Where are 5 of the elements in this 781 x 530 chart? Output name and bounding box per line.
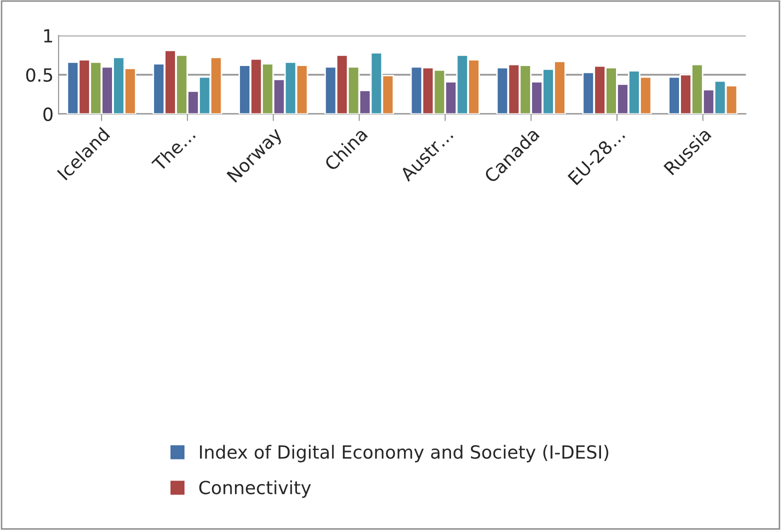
y-tick-label: 0 [43, 107, 53, 122]
legend-label: Index of Digital Economy and Society (I-DESI) [200, 444, 608, 462]
y-tick-label: 1 [44, 29, 52, 42]
legend-label: Connectivity [199, 480, 311, 498]
y-tick-label: 0.5 [26, 68, 52, 82]
